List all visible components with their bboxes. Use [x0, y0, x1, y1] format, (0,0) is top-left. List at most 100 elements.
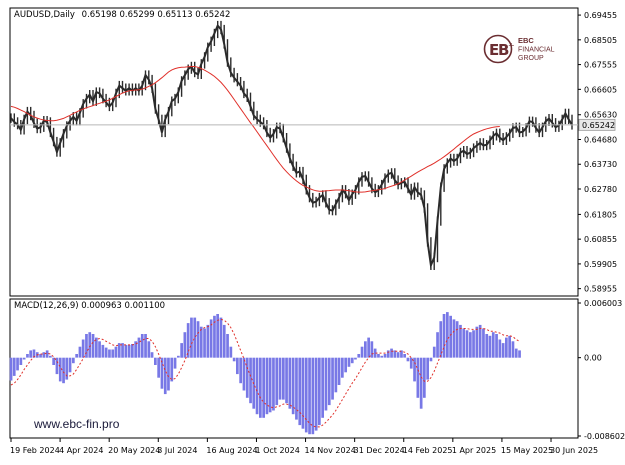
- macd-bar: [282, 357, 285, 400]
- macd-bar: [239, 357, 242, 384]
- y-tick-label: 0.62780: [584, 185, 617, 194]
- price-series-group: [10, 20, 573, 270]
- macd-bar: [449, 315, 452, 358]
- macd-bar: [154, 357, 157, 365]
- macd-histogram-group: [9, 312, 521, 435]
- macd-bar: [157, 357, 160, 378]
- macd-bar: [209, 319, 213, 358]
- macd-bar: [367, 337, 370, 358]
- macd-bar: [255, 357, 259, 415]
- macd-bar: [173, 357, 177, 369]
- macd-bar: [78, 346, 82, 358]
- macd-bar: [65, 357, 69, 380]
- svg-text:AUDUSD,Daily 0.65198 0.652: AUDUSD,Daily 0.65198 0.65299 0.65113 0.6…: [14, 10, 230, 20]
- macd-bar: [423, 357, 426, 398]
- macd-bar: [488, 335, 492, 358]
- macd-bar: [259, 357, 262, 418]
- macd-bar: [472, 330, 475, 358]
- logo-line-2: FINANCIAL: [518, 47, 555, 54]
- macd-bar: [364, 341, 367, 358]
- macd-bar: [9, 357, 13, 381]
- macd-bar: [331, 357, 334, 400]
- macd-bar: [163, 357, 167, 395]
- x-tick-label: 14 Nov 2024: [305, 446, 356, 455]
- macd-bar: [429, 357, 433, 362]
- macd-bar: [462, 328, 466, 358]
- macd-bar: [111, 349, 115, 358]
- y-tick-label: 0.67555: [584, 61, 617, 70]
- ebc-logo: E B + EBC FINANCIAL GROUP: [483, 34, 555, 64]
- macd-bar: [190, 317, 193, 358]
- macd-bar: [242, 357, 246, 391]
- y-tick-label: 0.61805: [584, 210, 617, 219]
- macd-bar: [236, 357, 239, 375]
- x-tick-label: 15 May 2025: [501, 446, 553, 455]
- macd-bar: [216, 314, 219, 358]
- price-y-axis: 0.69455 0.68505 0.67555 0.66605 0.65630 0.646…: [578, 11, 617, 294]
- logo-line-1: EBC: [518, 36, 534, 45]
- macd-bar: [514, 348, 518, 358]
- macd-bar: [52, 357, 55, 365]
- macd-bar: [298, 357, 302, 426]
- macd-bar: [147, 341, 151, 358]
- macd-bar: [347, 357, 351, 367]
- macd-bar: [262, 357, 265, 418]
- macd-bar: [114, 346, 118, 358]
- macd-bar: [22, 357, 26, 360]
- macd-bar: [265, 357, 269, 415]
- macd-bar: [108, 349, 111, 358]
- macd-bar: [177, 355, 180, 358]
- macd-bar: [393, 350, 397, 358]
- macd-bar: [183, 332, 187, 358]
- macd-bar: [104, 347, 108, 358]
- macd-bar: [49, 355, 52, 358]
- macd-bar: [213, 315, 216, 358]
- x-tick-label: 30 Jun 2025: [550, 446, 598, 455]
- x-tick-label: 3 Jul 2024: [157, 446, 197, 455]
- macd-bar: [278, 357, 282, 400]
- macd-bar: [301, 357, 305, 429]
- x-tick-label: 4 Apr 2024: [59, 446, 103, 455]
- signal-line: [10, 318, 520, 428]
- macd-bar: [403, 354, 406, 358]
- macd-bar: [167, 357, 170, 391]
- y-tick-label: 0.69455: [584, 11, 617, 20]
- macd-bar: [383, 354, 387, 358]
- macd-bar: [131, 344, 134, 358]
- macd-bar: [318, 357, 321, 426]
- macd-bar: [446, 312, 449, 358]
- y-tick-label: 0.65630: [584, 111, 617, 120]
- y-tick-label: 0.68505: [584, 36, 617, 45]
- macd-bar: [285, 357, 288, 404]
- macd-bar: [485, 334, 489, 358]
- macd-bar: [344, 357, 347, 373]
- x-tick-label: 1 Oct 2024: [255, 446, 299, 455]
- macd-bar: [193, 317, 197, 358]
- chart-title: AUDUSD,Daily: [14, 10, 75, 20]
- y-tick-label: 0.59905: [584, 260, 617, 269]
- macd-bar: [501, 343, 505, 358]
- macd-bar: [452, 319, 456, 358]
- macd-bar: [495, 334, 498, 358]
- macd-bar: [72, 357, 75, 364]
- macd-bar: [478, 324, 482, 358]
- macd-bar: [249, 357, 252, 404]
- current-price-label: 0.65242: [582, 121, 615, 130]
- macd-bar: [19, 357, 23, 365]
- macd-bar: [439, 321, 443, 358]
- macd-bar: [377, 354, 380, 358]
- y-tick-label: 0.63730: [584, 160, 617, 169]
- macd-bar: [311, 357, 315, 435]
- macd-bar: [442, 314, 446, 358]
- macd-bar: [416, 357, 420, 398]
- macd-bar: [81, 339, 85, 358]
- macd-bar: [413, 357, 416, 382]
- macd-bar: [334, 357, 338, 393]
- macd-bar: [386, 350, 390, 358]
- macd-bar: [150, 352, 154, 358]
- x-tick-label: 14 Feb 2025: [403, 446, 453, 455]
- macd-bar: [229, 346, 233, 358]
- macd-bar: [459, 324, 462, 358]
